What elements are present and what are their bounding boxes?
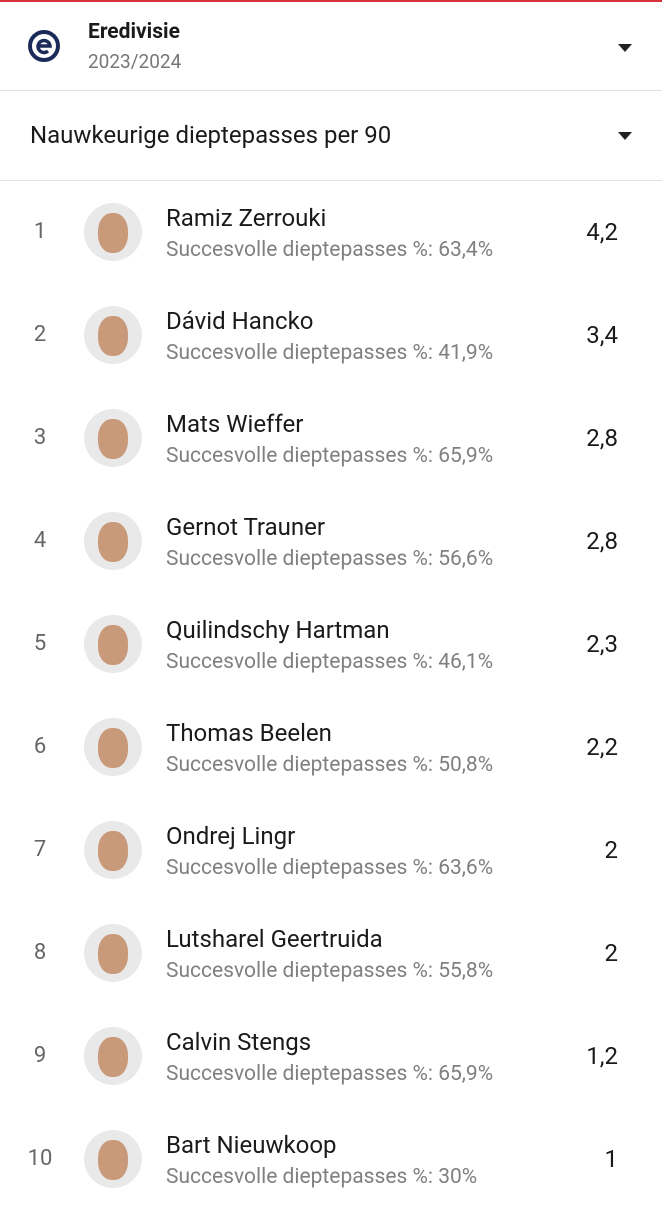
- league-logo: [28, 30, 60, 62]
- player-avatar: [84, 821, 142, 879]
- player-row[interactable]: 8 Lutsharel Geertruida Succesvolle dieptep…: [0, 902, 662, 1005]
- player-name: Ramiz Zerrouki: [166, 204, 327, 232]
- stat-value: 2: [604, 836, 619, 864]
- stat-value: 2: [604, 939, 619, 967]
- rank: 5: [33, 631, 47, 656]
- player-name: Lutsharel Geertruida: [166, 925, 383, 953]
- league-title: Eredivisie: [88, 20, 180, 44]
- stat-value: 1,2: [586, 1042, 618, 1070]
- player-row[interactable]: 3 Mats Wieffer Succesvolle dieptepasses %:…: [0, 387, 662, 490]
- player-detail: Succesvolle dieptepasses %: 55,8%: [166, 959, 494, 983]
- player-detail: Succesvolle dieptepasses %: 65,9%: [166, 444, 494, 468]
- stat-selector[interactable]: Nauwkeurige dieptepasses per 90: [0, 91, 662, 181]
- player-avatar: [84, 409, 142, 467]
- stat-value: 4,2: [586, 218, 618, 246]
- stat-value: 3,4: [586, 321, 618, 349]
- player-avatar: [84, 718, 142, 776]
- player-row[interactable]: 5 Quilindschy Hartman Succesvolle dieptepa…: [0, 593, 662, 696]
- player-name: Gernot Trauner: [166, 513, 325, 541]
- player-name: Calvin Stengs: [166, 1028, 312, 1056]
- dropdown-caret[interactable]: [618, 44, 632, 52]
- player-list: 1 Ramiz Zerrouki Succesvolle dieptepasses …: [0, 181, 662, 1211]
- rank: 7: [33, 837, 47, 862]
- rank: 2: [33, 322, 47, 347]
- stat-value: 2,3: [586, 630, 618, 658]
- stat-value: 1: [604, 1145, 619, 1173]
- rank: 3: [33, 425, 47, 450]
- player-detail: Succesvolle dieptepasses %: 30%: [166, 1165, 478, 1189]
- player-avatar: [84, 1130, 142, 1188]
- rank: 4: [33, 528, 47, 553]
- player-detail: Succesvolle dieptepasses %: 50,8%: [166, 753, 494, 777]
- stat-value: 2,8: [586, 527, 618, 555]
- player-detail: Succesvolle dieptepasses %: 65,9%: [166, 1062, 494, 1086]
- stat-value: 2,2: [586, 733, 618, 761]
- player-row[interactable]: 4 Gernot Trauner Succesvolle dieptepasses …: [0, 490, 662, 593]
- top-accent: [0, 0, 662, 2]
- player-row[interactable]: 1 Ramiz Zerrouki Succesvolle dieptepasses …: [0, 181, 662, 284]
- player-row[interactable]: 6 Thomas Beelen Succesvolle dieptepasses %…: [0, 696, 662, 799]
- player-name: Thomas Beelen: [166, 719, 332, 747]
- player-row[interactable]: 2 Dávid Hancko Succesvolle dieptepasses %:…: [0, 284, 662, 387]
- player-name: Mats Wieffer: [166, 410, 304, 438]
- stat-value: 2,8: [586, 424, 618, 452]
- player-name: Bart Nieuwkoop: [166, 1131, 337, 1159]
- player-name: Dávid Hancko: [166, 307, 314, 335]
- rank: 6: [33, 734, 47, 759]
- player-detail: Succesvolle dieptepasses %: 46,1%: [166, 650, 494, 674]
- rank: 10: [27, 1146, 53, 1171]
- season: 2023/2024: [88, 50, 182, 73]
- player-row[interactable]: 7 Ondrej Lingr Succesvolle dieptepasses %:…: [0, 799, 662, 902]
- player-detail: Succesvolle dieptepasses %: 41,9%: [166, 341, 494, 365]
- player-avatar: [84, 615, 142, 673]
- player-avatar: [84, 203, 142, 261]
- player-avatar: [84, 1027, 142, 1085]
- player-name: Quilindschy Hartman: [166, 616, 390, 644]
- player-detail: Succesvolle dieptepasses %: 63,6%: [166, 856, 494, 880]
- player-row[interactable]: 10 Bart Nieuwkoop Succesvolle dieptepasses…: [0, 1108, 662, 1211]
- player-row[interactable]: 9 Calvin Stengs Succesvolle dieptepasses %…: [0, 1005, 662, 1108]
- stat-name: Nauwkeurige dieptepasses per 90: [30, 121, 392, 149]
- player-name: Ondrej Lingr: [166, 822, 296, 850]
- player-avatar: [84, 306, 142, 364]
- league-header[interactable]: Eredivisie 2023/2024: [0, 2, 662, 91]
- player-avatar: [84, 512, 142, 570]
- dropdown-caret[interactable]: [618, 132, 632, 140]
- player-detail: Succesvolle dieptepasses %: 63,4%: [166, 238, 494, 262]
- rank: 1: [33, 219, 47, 244]
- rank: 9: [33, 1043, 47, 1068]
- rank: 8: [33, 940, 47, 965]
- player-avatar: [84, 924, 142, 982]
- player-detail: Succesvolle dieptepasses %: 56,6%: [166, 547, 494, 571]
